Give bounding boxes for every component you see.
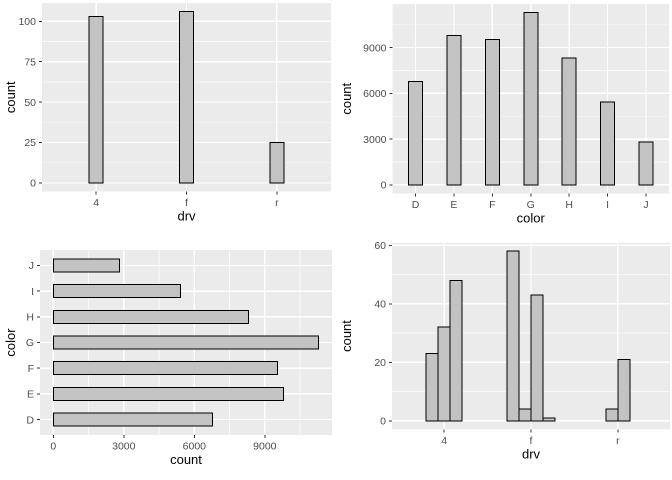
axis-tick-label: 0: [50, 441, 56, 453]
axis-tick-label: D: [412, 199, 420, 211]
bar: [52, 258, 120, 273]
axis-tick-label: 6000: [183, 441, 207, 453]
bar: [518, 408, 532, 422]
drv-count-bar-svg: 0 25 50 75 100 4 f r drv count: [3, 3, 331, 224]
axis-tick-label: J: [643, 199, 648, 211]
axis-tick-label: I: [31, 286, 34, 298]
bar: [52, 284, 182, 299]
bar: [600, 101, 616, 186]
bar: [449, 279, 463, 422]
axis-tick-label: F: [489, 199, 495, 211]
axis-tick-label: 0: [381, 180, 387, 192]
bar: [52, 335, 320, 350]
bar: [437, 326, 451, 422]
axis-tick-label: G: [26, 337, 34, 349]
axis-tick-label: J: [29, 260, 34, 272]
axis-tick-label: 0: [30, 178, 36, 190]
axis-tick-label: f: [530, 435, 533, 447]
axis-title-x: drv: [522, 446, 541, 461]
axis-tick-label: 9000: [253, 441, 277, 453]
axis-tick-label: 40: [374, 299, 386, 311]
bar: [506, 250, 520, 422]
bar: [52, 412, 214, 427]
axis-tick-label: 9000: [363, 42, 387, 54]
bar: [617, 358, 631, 422]
axis-title-x: count: [170, 452, 202, 467]
bar: [269, 142, 285, 184]
axis-tick-label: 3000: [112, 441, 136, 453]
chart-drv-count: 0 25 50 75 100 4 f r drv count: [0, 0, 336, 240]
axis-title-y: count: [3, 81, 18, 113]
bar: [179, 11, 194, 184]
axis-tick-label: 4: [93, 197, 99, 209]
axis-tick-label: I: [606, 199, 609, 211]
axis-tick-label: r: [616, 435, 620, 447]
axis-tick-label: 100: [18, 16, 36, 28]
axis-tick-label: F: [28, 363, 34, 375]
axis-tick-label: r: [275, 197, 279, 209]
bar: [561, 57, 577, 186]
chart-drv-count-dodged: 0 20 40 60 4 f r drv count: [336, 240, 672, 480]
axis-tick-label: 25: [24, 137, 36, 149]
axis-tick-label: 50: [24, 97, 36, 109]
bar: [542, 417, 556, 422]
axis-tick-label: 4: [441, 435, 447, 447]
axis-tick-label: G: [527, 199, 535, 211]
bar: [52, 386, 285, 401]
axis-tick-label: 60: [374, 240, 386, 252]
bar: [52, 309, 249, 324]
axis-tick-label: E: [450, 199, 457, 211]
bar: [523, 12, 539, 186]
axis-title-x: color: [517, 211, 546, 226]
bar: [638, 141, 654, 186]
bar: [408, 81, 424, 186]
axis-tick-label: f: [185, 197, 188, 209]
axis-tick-label: 20: [374, 357, 386, 369]
axis-tick-label: 3000: [363, 134, 387, 146]
bar: [484, 38, 500, 186]
axis-tick-label: E: [27, 389, 34, 401]
bar: [605, 408, 619, 422]
axis-tick-label: 6000: [363, 88, 387, 100]
axis-tick-label: H: [565, 199, 573, 211]
bar: [52, 361, 279, 376]
bar: [88, 15, 104, 184]
axis-title-y: count: [339, 82, 354, 114]
axis-tick-label: 0: [380, 416, 386, 428]
axis-tick-label: 75: [24, 56, 36, 68]
bar: [425, 353, 439, 422]
axis-title-y: color: [3, 328, 18, 357]
drv-count-dodged-bar-svg: 0 20 40 60 4 f r drv count: [339, 240, 670, 461]
axis-tick-label: D: [26, 414, 34, 426]
axis-tick-label: H: [26, 312, 34, 324]
bar: [446, 34, 462, 186]
axis-title-y: count: [339, 320, 354, 352]
bar: [530, 294, 544, 422]
axis-title-x: drv: [177, 209, 196, 224]
